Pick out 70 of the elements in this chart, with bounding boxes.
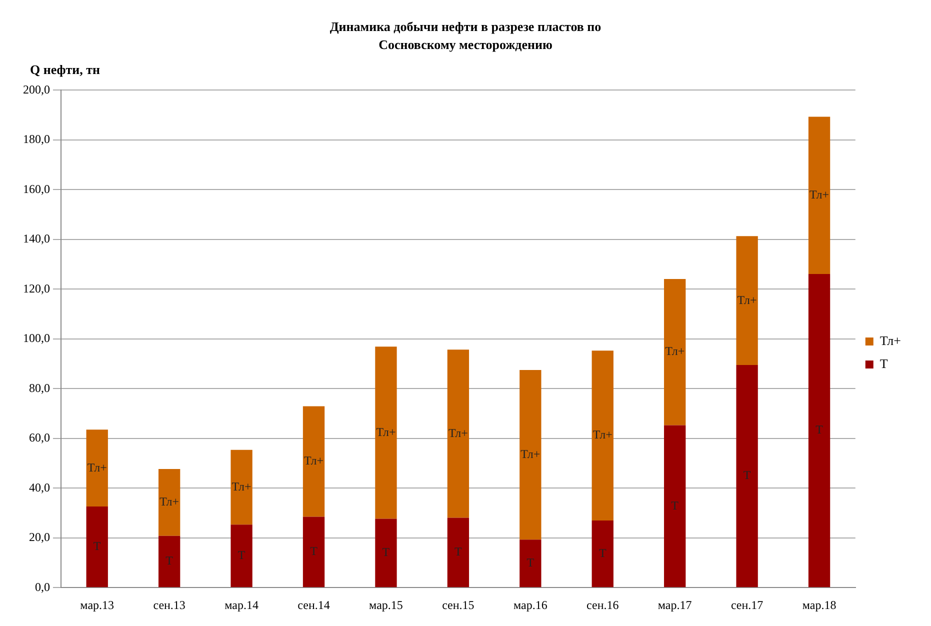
x-tick-label: мар.13 xyxy=(80,598,114,612)
x-tick-label: мар.16 xyxy=(513,598,548,612)
bar xyxy=(447,350,470,518)
x-tick-label: сен.14 xyxy=(298,598,330,612)
bar xyxy=(664,425,686,588)
bar xyxy=(736,365,758,588)
text: Тл+ xyxy=(448,426,468,440)
text: Тл+ xyxy=(376,424,396,439)
x-tick-label: мар.17 xyxy=(658,598,692,612)
text: Тл+ xyxy=(87,460,107,474)
x-tick-label: сен.15 xyxy=(442,598,474,612)
y-tick-label: 180,0 xyxy=(23,132,50,146)
bar xyxy=(520,540,542,588)
bar xyxy=(158,536,180,588)
bar xyxy=(230,524,252,588)
x-tick-label: мар.14 xyxy=(224,598,258,612)
bar xyxy=(592,350,614,520)
x-tick-label: сен.17 xyxy=(730,598,764,612)
bar xyxy=(736,236,758,366)
y-tick-label: 160,0 xyxy=(23,182,50,196)
bar xyxy=(664,278,686,426)
text: Т xyxy=(238,548,246,562)
text: Т xyxy=(166,554,173,568)
bar xyxy=(86,506,108,588)
y-tick-label: 20,0 xyxy=(29,530,50,544)
y-tick-label: 140,0 xyxy=(23,232,50,246)
y-tick-label: 200,0 xyxy=(23,82,50,96)
bar xyxy=(808,116,830,274)
text: Тл+ xyxy=(160,494,180,509)
legend-label: Т xyxy=(880,356,888,371)
text: Тл+ xyxy=(232,479,252,494)
text: Тл+ xyxy=(520,446,540,461)
text: Т xyxy=(671,498,679,512)
bar xyxy=(375,346,397,519)
y-axis-title: Q нефти, тн xyxy=(30,62,100,78)
x-tick-label: сен.13 xyxy=(153,598,186,612)
text: Т xyxy=(526,556,534,570)
text: Т xyxy=(816,422,823,437)
bar xyxy=(375,518,397,588)
y-tick-label: 80,0 xyxy=(29,380,50,395)
bar xyxy=(158,468,180,536)
text: Тл+ xyxy=(304,454,324,468)
text: Т xyxy=(598,546,606,560)
text: Т xyxy=(382,545,390,560)
y-tick-label: 40,0 xyxy=(29,480,50,494)
text: Т xyxy=(743,468,751,482)
x-tick-label: мар.15 xyxy=(369,598,403,612)
text: Т xyxy=(310,544,318,558)
bar xyxy=(520,370,542,540)
text: Т xyxy=(454,544,462,559)
text: Тл+ xyxy=(592,428,612,442)
y-tick-label: 0,0 xyxy=(35,580,50,594)
text: Тл+ xyxy=(737,292,757,307)
legend-label: Тл+ xyxy=(880,332,902,348)
bar xyxy=(302,516,325,588)
text: Тл+ xyxy=(665,344,685,358)
bar xyxy=(86,430,108,507)
bar xyxy=(592,520,614,588)
bar xyxy=(808,274,830,588)
y-tick-label: 120,0 xyxy=(23,281,50,296)
text: Тл+ xyxy=(810,188,830,202)
text: Т xyxy=(93,538,101,553)
bar xyxy=(447,518,470,588)
x-tick-label: сен.16 xyxy=(586,598,619,612)
chart-title: Динамика добычи нефти в разрезе пластов по Сосновскому месторождению xyxy=(328,18,602,54)
bar xyxy=(230,450,252,525)
y-tick-label: 100,0 xyxy=(23,331,50,346)
y-tick-label: 60,0 xyxy=(29,430,50,445)
bar xyxy=(302,406,325,517)
x-tick-label: мар.18 xyxy=(802,598,836,612)
